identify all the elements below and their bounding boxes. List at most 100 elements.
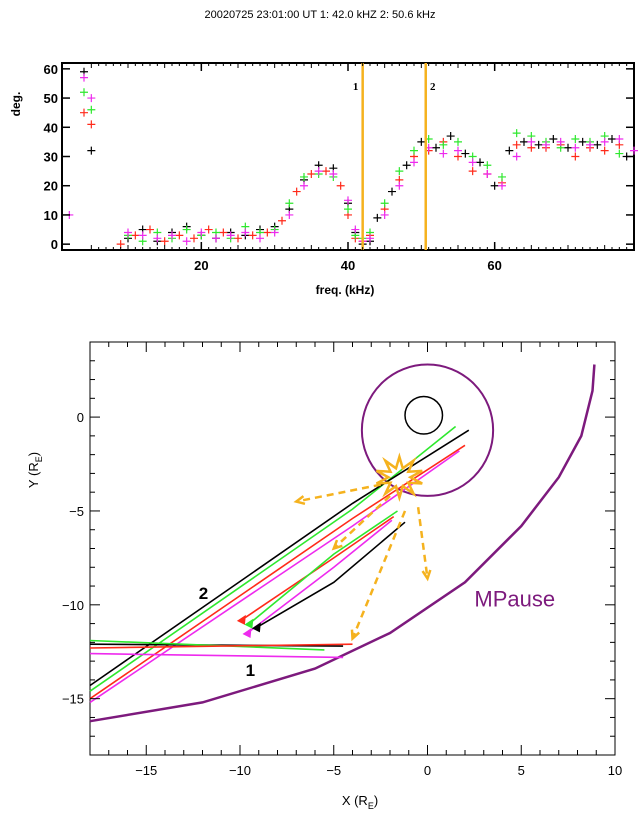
data-point bbox=[300, 181, 308, 190]
data-point bbox=[153, 234, 162, 243]
data-point bbox=[322, 167, 330, 176]
data-point bbox=[586, 140, 594, 149]
x-tick-label: −10 bbox=[229, 763, 251, 778]
x-tick-label: 60 bbox=[487, 258, 501, 273]
ray-arrowhead bbox=[251, 622, 261, 633]
magnetopause-curve bbox=[89, 364, 596, 723]
data-point bbox=[483, 161, 492, 170]
data-point bbox=[278, 216, 286, 225]
data-point bbox=[439, 149, 448, 158]
data-point bbox=[498, 181, 506, 190]
data-point bbox=[87, 120, 96, 129]
ray-group-label-2: 2 bbox=[199, 584, 208, 603]
data-point bbox=[366, 234, 374, 243]
top-x-axis-label: freq. (kHz) bbox=[316, 283, 375, 297]
x-tick-label: 0 bbox=[424, 763, 431, 778]
data-point bbox=[314, 167, 323, 176]
data-point bbox=[87, 105, 96, 114]
ray-path bbox=[89, 425, 457, 692]
data-point bbox=[80, 108, 88, 117]
data-point bbox=[512, 140, 521, 149]
data-point bbox=[87, 146, 96, 155]
data-point bbox=[527, 137, 536, 146]
svg-text:X (RE): X (RE) bbox=[342, 793, 378, 811]
data-point bbox=[446, 132, 455, 141]
ray-arrowhead bbox=[236, 614, 246, 625]
data-point bbox=[124, 228, 132, 237]
data-point bbox=[380, 199, 389, 208]
data-point bbox=[307, 170, 316, 179]
data-point bbox=[344, 205, 352, 214]
data-point bbox=[87, 94, 96, 103]
ray-arrowhead bbox=[242, 627, 252, 638]
x-tick-label: −5 bbox=[326, 763, 341, 778]
y-tick-label: 0 bbox=[77, 410, 84, 425]
data-point bbox=[615, 149, 624, 158]
data-point bbox=[454, 137, 462, 146]
data-point bbox=[483, 170, 492, 179]
marker-label-2: 2 bbox=[430, 81, 436, 93]
ray-path bbox=[241, 515, 395, 621]
data-point bbox=[512, 152, 521, 161]
data-point bbox=[373, 213, 382, 222]
emission-arrowhead bbox=[293, 495, 306, 506]
data-point bbox=[593, 140, 602, 149]
series-3 bbox=[65, 73, 638, 246]
data-point bbox=[226, 231, 235, 240]
y-tick-label: 10 bbox=[44, 208, 58, 223]
data-point bbox=[410, 158, 418, 167]
bottom-chart: 2 1 MPause −15 −10 −5 0 5 10 −15 −10 −5 0 X (RE) Y … bbox=[26, 341, 622, 811]
y-tick-label: 50 bbox=[44, 91, 58, 106]
series-1 bbox=[80, 108, 624, 249]
data-point bbox=[542, 140, 550, 149]
data-point bbox=[556, 137, 565, 146]
data-point bbox=[571, 152, 580, 161]
data-point bbox=[468, 158, 477, 167]
data-point bbox=[549, 134, 558, 143]
y-tick-label: −5 bbox=[69, 504, 84, 519]
data-point bbox=[80, 73, 88, 82]
data-point bbox=[336, 181, 345, 190]
magnetopause-label: MPause bbox=[474, 587, 555, 612]
bottom-x-axis-label: X (RE) bbox=[342, 793, 378, 811]
data-point bbox=[80, 88, 88, 97]
data-point bbox=[175, 231, 184, 240]
plasmasphere-circle bbox=[360, 363, 495, 497]
ray-path bbox=[89, 643, 353, 649]
ray-arrowhead bbox=[244, 618, 254, 629]
bottom-y-axis-label: Y (RE) bbox=[26, 452, 44, 488]
data-point bbox=[600, 137, 609, 146]
data-point bbox=[219, 228, 228, 237]
data-point bbox=[168, 231, 176, 240]
data-point bbox=[263, 228, 272, 237]
data-point bbox=[395, 167, 404, 176]
data-point bbox=[160, 237, 169, 246]
ray-path bbox=[248, 510, 398, 625]
y-tick-label: 20 bbox=[44, 179, 58, 194]
data-point bbox=[608, 134, 616, 143]
x-tick-label: 40 bbox=[341, 258, 355, 273]
data-point bbox=[571, 143, 580, 152]
data-point bbox=[461, 149, 470, 158]
data-point bbox=[204, 225, 213, 234]
data-point bbox=[417, 137, 426, 146]
x-tick-label: 20 bbox=[194, 258, 208, 273]
data-point bbox=[630, 146, 638, 155]
ray-group-label-1: 1 bbox=[246, 661, 255, 680]
y-tick-label: 40 bbox=[44, 120, 58, 135]
x-tick-label: 10 bbox=[608, 763, 622, 778]
data-point bbox=[116, 240, 125, 249]
data-point bbox=[520, 137, 528, 146]
ray-path bbox=[256, 521, 406, 628]
y-tick-label: 30 bbox=[44, 150, 58, 165]
data-point bbox=[131, 231, 140, 240]
data-point bbox=[190, 234, 198, 243]
data-point bbox=[476, 158, 484, 167]
data-point bbox=[270, 228, 279, 237]
data-point bbox=[351, 225, 360, 234]
data-point bbox=[182, 225, 191, 234]
data-point bbox=[498, 172, 506, 181]
emission-arrowhead bbox=[421, 569, 432, 582]
top-chart: 1 2 20 40 60 0 10 20 30 40 50 60 freq. (kHz) deg. bbox=[9, 62, 638, 297]
